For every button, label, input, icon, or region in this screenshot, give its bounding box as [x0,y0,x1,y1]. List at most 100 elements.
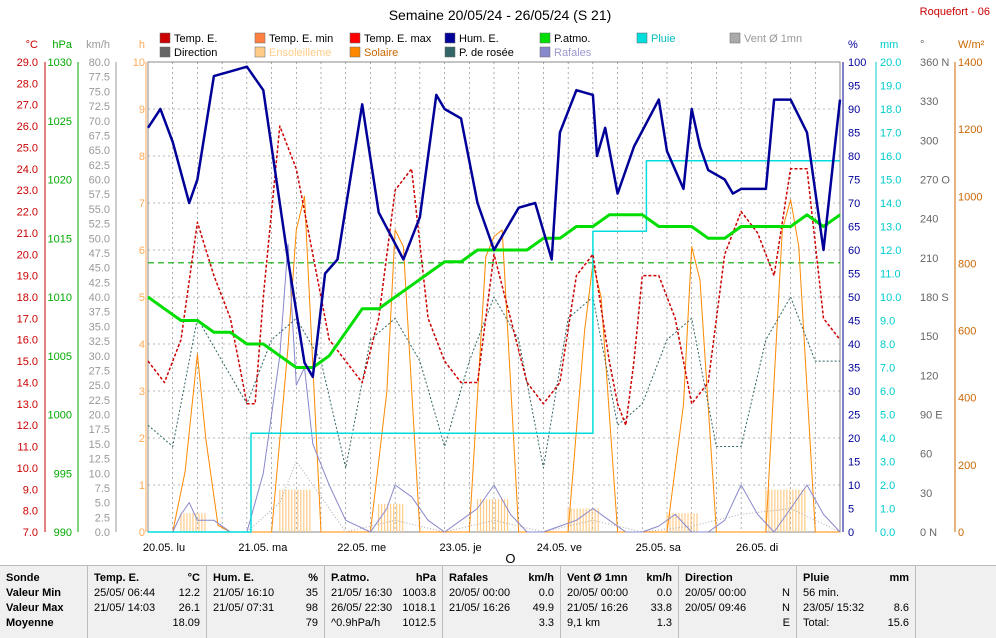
humidity-tick-label: 75 [848,175,860,187]
humidity-tick-label: 80 [848,151,860,163]
legend-swatch [349,46,361,58]
uv-tick-label: 5 [139,292,145,304]
wind-tick-label: 10.0 [89,468,110,480]
rain-tick-label: 0.0 [880,527,895,539]
solar-tick-label: 0 [958,527,964,539]
direction-tick-label: 180 S [920,292,949,304]
footer-cell: 23/05/ 15:32 [803,602,865,614]
temp-tick-label: 9.0 [23,484,38,496]
rain-tick-label: 18.0 [880,104,901,116]
rain-tick-label: 16.0 [880,151,901,163]
humidity-tick-label: 70 [848,198,860,210]
humidity-tick-label: 90 [848,104,860,116]
footer-value: 33.8 [650,602,672,614]
wind-tick-label: 67.5 [89,130,110,142]
footer-cell: 20/05/ 00:00 [567,587,629,599]
day-label: 24.05. ve [537,542,582,554]
legend-swatch [539,46,551,58]
temp-tick-label: 24.0 [17,164,38,176]
direction-tick-label: 360 N [920,57,949,69]
footer-cell: 9,1 km [567,617,601,629]
wind-tick-label: 57.5 [89,189,110,201]
footer-cell: Direction [685,572,733,584]
uv-tick-label: 8 [139,151,145,163]
temp-tick-label: 17.0 [17,313,38,325]
footer-value: 98 [305,602,318,614]
footer-cell: 21/05/ 16:10 [213,587,275,599]
solar-axis-unit: W/m² [958,39,985,51]
footer-value: 8.6 [893,602,909,614]
temp-axis-unit: °C [26,39,38,51]
footer-value: 0.0 [656,587,672,599]
direction-tick-label: 60 [920,449,932,461]
series-line [147,125,841,426]
plot-area [146,65,842,533]
pressure-tick-label: 995 [54,468,72,480]
legend-label: Hum. E. [459,33,499,45]
footer-cell: P.atmo. [331,572,370,584]
humidity-tick-label: 95 [848,81,860,93]
footer-value: hPa [415,572,436,584]
temp-tick-label: 8.0 [23,506,38,518]
uv-tick-label: 4 [139,339,145,351]
temp-tick-label: 19.0 [17,271,38,283]
day-label: 26.05. di [736,542,778,554]
wind-tick-label: 20.0 [89,410,110,422]
temp-tick-label: 25.0 [17,142,38,154]
weather-chart: Semaine 20/05/24 - 26/05/24 (S 21) Roque… [17,6,990,565]
temp-tick-label: 23.0 [17,185,38,197]
series-ensoleilleme [180,489,806,532]
wind-tick-label: 65.0 [89,145,110,157]
temp-tick-label: 11.0 [17,442,38,454]
footer-value: % [308,572,318,584]
humidity-tick-label: 60 [848,245,860,257]
rain-tick-label: 15.0 [880,175,901,187]
footer-cell: Valeur Min [6,587,62,599]
wind-tick-label: 62.5 [89,160,110,172]
humidity-tick-label: 10 [848,480,860,492]
wind-tick-label: 40.0 [89,292,110,304]
footer-cell: 21/05/ 07:31 [213,602,275,614]
temp-tick-label: 28.0 [17,78,38,90]
wind-tick-label: 72.5 [89,101,110,113]
footer-cell: 21/05/ 14:03 [94,602,156,614]
pressure-tick-label: 1000 [48,410,72,422]
legend-swatch [159,32,171,44]
humidity-tick-label: 0 [848,527,854,539]
footer-cell: 20/05/ 00:00 [449,587,511,599]
legend-label: Ensoleilleme [269,47,331,59]
wind-axis-unit: km/h [86,39,110,51]
pressure-tick-label: 1030 [48,57,72,69]
humidity-tick-label: 55 [848,269,860,281]
wind-tick-label: 35.0 [89,321,110,333]
footer-value: 79 [305,617,318,629]
footer-value: mm [889,572,909,584]
footer-cell: 20/05/ 09:46 [685,602,747,614]
rain-tick-label: 6.0 [880,386,895,398]
series-rafales [148,243,841,533]
legend-label: Solaire [364,47,398,59]
wind-tick-label: 17.5 [89,424,110,436]
rain-tick-label: 13.0 [880,222,901,234]
footer-value: km/h [646,572,672,584]
footer-value: km/h [528,572,554,584]
temp-tick-label: 20.0 [17,249,38,261]
legend-swatch [254,32,266,44]
uv-axis-unit: h [139,39,145,51]
humidity-tick-label: 5 [848,504,854,516]
footer-cell: 26/05/ 22:30 [331,602,393,614]
footer-value: E [782,617,790,629]
direction-tick-label: 30 [920,488,932,500]
footer-cell: Sonde [6,572,40,584]
wind-tick-label: 25.0 [89,380,110,392]
series-line [148,243,841,533]
footer-cell: Moyenne [6,617,54,629]
series-p-de-ros-e [147,296,840,469]
rain-axis-unit: mm [880,39,898,51]
temp-tick-label: 7.0 [23,527,38,539]
wind-tick-label: 50.0 [89,233,110,245]
uv-tick-label: 3 [139,386,145,398]
wind-tick-label: 47.5 [89,248,110,260]
pressure-tick-label: 1010 [48,292,72,304]
wind-tick-label: 80.0 [89,57,110,69]
